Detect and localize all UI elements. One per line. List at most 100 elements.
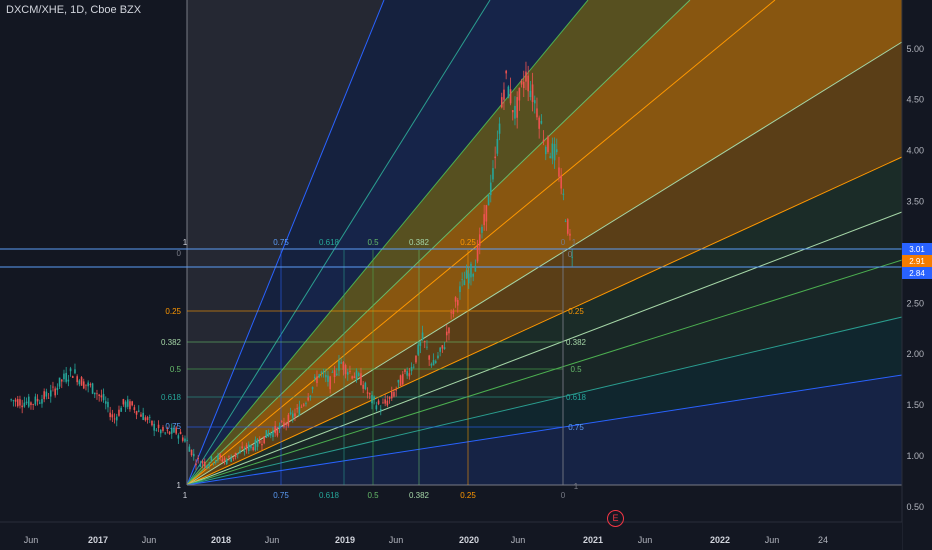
candle-body [448, 327, 450, 334]
fan-label-right: 0 [568, 250, 573, 259]
fan-label-side: 0 [177, 249, 182, 258]
candle-body [338, 360, 340, 371]
candle-body [219, 454, 221, 457]
candle-body [498, 123, 501, 134]
candle-body [16, 399, 19, 407]
candle-body [280, 421, 283, 423]
candle-body [412, 366, 415, 368]
candle-body [529, 90, 532, 98]
fan-line [186, 316, 903, 486]
candle-body [404, 369, 406, 372]
candle-body [313, 376, 316, 379]
candle-body [263, 436, 265, 444]
fan-label-right: 0.382 [566, 338, 587, 347]
candle-body [78, 380, 81, 385]
candle-body [49, 390, 52, 397]
candle-body [261, 443, 263, 446]
fan-label-bottom: 0.25 [460, 491, 476, 500]
candle-body [100, 395, 103, 398]
candle-body [21, 405, 23, 408]
candle-body [322, 371, 325, 374]
candle-body [443, 347, 446, 349]
candle-body [250, 445, 252, 449]
candle-body [571, 256, 573, 258]
candle-body [148, 416, 151, 418]
earnings-event-badge[interactable]: E [607, 510, 624, 527]
candle-body [362, 384, 364, 389]
candle-body [500, 97, 503, 108]
candle-body [296, 408, 298, 410]
candle-body [230, 458, 232, 462]
candle-body [203, 461, 206, 467]
candle-body [109, 412, 111, 418]
candle-body [133, 407, 136, 411]
candle-body [278, 425, 281, 429]
candle-body [558, 167, 560, 177]
candle-body [399, 375, 402, 386]
time-axis-tick: 2020 [459, 535, 479, 545]
candle-body [228, 456, 230, 458]
fan-corner-label: 1 [183, 238, 188, 247]
fan-label-right: 0.25 [568, 307, 584, 316]
candle-body [357, 373, 360, 376]
price-tag [902, 255, 932, 267]
candle-body [137, 410, 140, 412]
price-tag-label: 2.91 [909, 257, 925, 266]
candle-body [533, 100, 536, 104]
candle-body [415, 355, 417, 363]
price-axis-tick: 2.50 [906, 298, 924, 308]
fan-line [186, 374, 903, 486]
fan-label-bottom: 0.618 [319, 491, 340, 500]
candle-body [144, 417, 147, 421]
price-tag [902, 243, 932, 255]
candle-body [47, 397, 50, 399]
fan-label-bottom: 0.382 [409, 491, 430, 500]
candle-body [43, 391, 45, 400]
candle-body [168, 431, 171, 435]
fan-region [187, 0, 902, 485]
price-tag-label: 2.84 [909, 269, 925, 278]
candle-body [274, 425, 276, 434]
candle-body [239, 450, 241, 454]
candle-body [142, 412, 144, 420]
candle-body [267, 432, 270, 437]
candle-body [390, 391, 393, 399]
candle-body [518, 87, 521, 101]
candle-body [184, 438, 186, 442]
price-axis-tick: 4.50 [906, 95, 924, 105]
candle-body [395, 389, 397, 391]
price-axis-tick: 4.00 [906, 146, 924, 156]
candle-body [107, 401, 109, 408]
time-axis-tick: 2017 [88, 535, 108, 545]
fan-label-bottom: 0.75 [273, 491, 289, 500]
candle-body [159, 429, 162, 434]
candle-body [223, 458, 226, 461]
candle-body [82, 381, 85, 389]
fan-label-upper: 0.5 [367, 238, 379, 247]
candle-body [74, 369, 76, 374]
candle-body [254, 439, 257, 451]
candle-body [379, 408, 382, 411]
candle-body [401, 374, 404, 385]
candle-body [549, 156, 551, 158]
candle-body [195, 463, 197, 466]
candle-body [450, 312, 452, 314]
candle-body [454, 297, 457, 302]
candle-body [287, 414, 290, 426]
candle-body [527, 75, 529, 92]
candle-body [439, 347, 441, 352]
candle-body [140, 414, 142, 417]
candle-body [525, 71, 527, 82]
candle-body [456, 300, 459, 306]
candle-body [373, 396, 375, 400]
candle-body [157, 424, 160, 429]
candle-body [45, 391, 48, 397]
time-axis-tick: 2018 [211, 535, 231, 545]
candle-body [467, 273, 470, 284]
candle-body [294, 413, 296, 417]
candle-body [327, 375, 329, 382]
candle-body [179, 431, 182, 435]
candle-body [76, 376, 78, 383]
candle-body [170, 427, 173, 434]
